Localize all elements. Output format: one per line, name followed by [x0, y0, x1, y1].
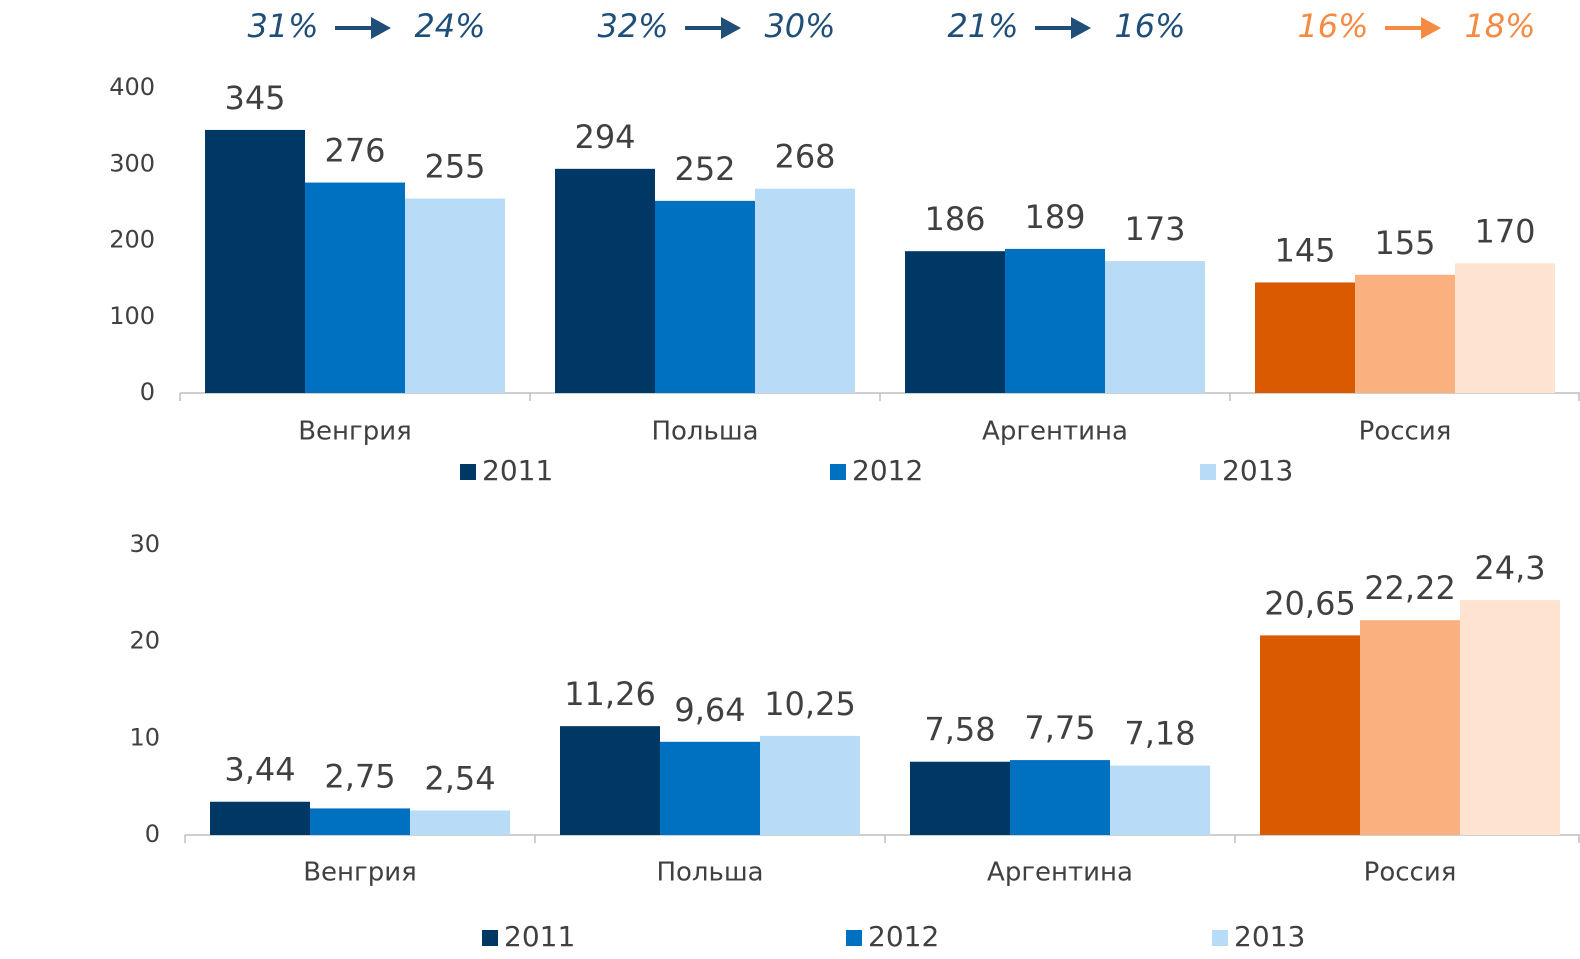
bar	[1460, 600, 1560, 835]
bar	[755, 188, 855, 393]
annotation-to: 24%	[414, 7, 485, 45]
x-tick-label: Россия	[1359, 417, 1452, 447]
bar	[1110, 765, 1210, 835]
bar	[1005, 248, 1105, 393]
annotation-from: 31%	[247, 7, 318, 45]
x-tick-label: Польша	[651, 417, 758, 447]
data-label: 255	[424, 148, 485, 186]
bar	[1260, 635, 1360, 835]
annotation-arrowhead	[721, 17, 741, 39]
legend-swatch	[830, 464, 846, 480]
x-tick-label: Венгрия	[298, 417, 412, 447]
bar	[760, 735, 860, 835]
y-tick-label: 30	[129, 530, 160, 558]
annotation-from: 21%	[947, 7, 1018, 45]
legend-label: 2011	[504, 920, 575, 953]
annotation-to: 18%	[1464, 7, 1535, 45]
annotation-arrowhead	[1071, 17, 1091, 39]
bar	[1360, 620, 1460, 835]
bar	[1010, 760, 1110, 835]
bar	[660, 741, 760, 835]
legend-label: 2013	[1222, 454, 1293, 487]
bar	[410, 810, 510, 835]
data-label: 145	[1274, 231, 1335, 269]
data-label: 9,64	[674, 691, 745, 729]
bar	[560, 726, 660, 835]
bar	[905, 251, 1005, 393]
legend-swatch	[1212, 930, 1228, 946]
legend-swatch	[482, 930, 498, 946]
annotation-to: 16%	[1114, 7, 1185, 45]
data-label: 2,54	[424, 759, 495, 797]
data-label: 10,25	[764, 685, 856, 723]
data-label: 345	[224, 79, 285, 117]
data-label: 155	[1374, 224, 1435, 262]
annotation-from: 32%	[597, 7, 668, 45]
y-tick-label: 300	[109, 149, 155, 177]
bar	[655, 200, 755, 393]
data-label: 189	[1024, 198, 1085, 236]
data-label: 170	[1474, 212, 1535, 250]
data-label: 252	[674, 150, 735, 188]
data-label: 7,75	[1024, 709, 1095, 747]
data-label: 7,58	[924, 711, 995, 749]
x-tick-label: Польша	[656, 858, 763, 888]
y-tick-label: 10	[129, 723, 160, 751]
bar	[1255, 282, 1355, 393]
bar	[1105, 261, 1205, 393]
x-tick-label: Аргентина	[982, 417, 1128, 447]
annotation-arrowhead	[1421, 17, 1441, 39]
bar	[310, 808, 410, 835]
legend-swatch	[846, 930, 862, 946]
y-tick-label: 0	[140, 378, 155, 406]
annotation-from: 16%	[1297, 7, 1368, 45]
data-label: 11,26	[564, 675, 656, 713]
legend-label: 2012	[868, 920, 939, 953]
legend-label: 2012	[852, 454, 923, 487]
bar	[555, 168, 655, 393]
data-label: 2,75	[324, 757, 395, 795]
bar	[1355, 274, 1455, 393]
legend-label: 2013	[1234, 920, 1305, 953]
y-tick-label: 20	[129, 627, 160, 655]
data-label: 276	[324, 132, 385, 170]
data-label: 22,22	[1364, 569, 1456, 607]
annotation-arrowhead	[371, 17, 391, 39]
bar	[405, 198, 505, 393]
x-tick-label: Россия	[1364, 858, 1457, 888]
bar	[1455, 263, 1555, 393]
bar	[910, 761, 1010, 835]
annotation-to: 30%	[764, 7, 835, 45]
legend-swatch	[1200, 464, 1216, 480]
y-tick-label: 200	[109, 226, 155, 254]
bar	[305, 182, 405, 393]
data-label: 268	[774, 138, 835, 176]
x-tick-label: Венгрия	[303, 858, 417, 888]
data-label: 173	[1124, 210, 1185, 248]
data-label: 3,44	[224, 751, 295, 789]
data-label: 294	[574, 118, 635, 156]
y-tick-label: 0	[145, 820, 160, 848]
y-tick-label: 400	[109, 73, 155, 101]
bar	[205, 129, 305, 393]
data-label: 24,3	[1474, 549, 1545, 587]
y-tick-label: 100	[109, 302, 155, 330]
bar	[210, 801, 310, 835]
legend-swatch	[460, 464, 476, 480]
data-label: 186	[924, 200, 985, 238]
data-label: 20,65	[1264, 584, 1356, 622]
x-tick-label: Аргентина	[987, 858, 1133, 888]
data-label: 7,18	[1124, 715, 1195, 753]
legend-label: 2011	[482, 454, 553, 487]
